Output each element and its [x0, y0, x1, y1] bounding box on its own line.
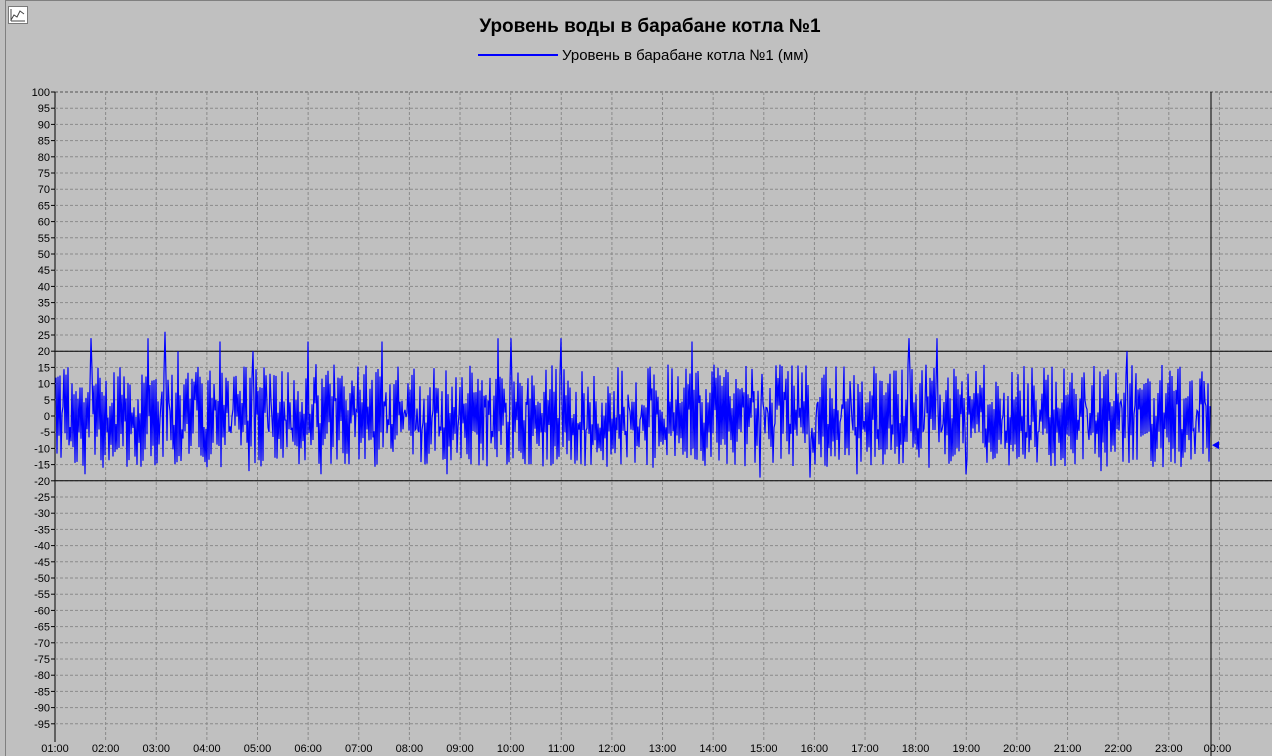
y-tick-label: 60 [38, 217, 50, 229]
y-tick-label: -55 [34, 589, 50, 601]
x-tick-label: 13:00 [649, 743, 677, 755]
y-tick-label: -25 [34, 492, 50, 504]
chart-settings-icon[interactable] [8, 6, 28, 24]
y-tick-label: -5 [40, 427, 50, 439]
x-tick-label: 03:00 [142, 743, 170, 755]
y-tick-label: -80 [34, 670, 50, 682]
x-tick-label: 12:00 [598, 743, 626, 755]
y-tick-label: 50 [38, 249, 50, 261]
y-tick-label: 15 [38, 362, 50, 374]
y-tick-label: -70 [34, 638, 50, 650]
x-tick-label: 11:00 [548, 743, 575, 755]
y-tick-label: 95 [38, 103, 50, 115]
y-tick-label: -60 [34, 605, 50, 617]
y-tick-label: 80 [38, 152, 50, 164]
y-tick-label: 45 [38, 265, 50, 277]
y-tick-label: 30 [38, 314, 50, 326]
chart-window [5, 0, 1272, 756]
chart-title: Уровень воды в барабане котла №1 [479, 16, 821, 37]
x-tick-label: 18:00 [902, 743, 930, 755]
y-tick-label: -15 [34, 460, 50, 472]
x-tick-label: 10:00 [497, 743, 525, 755]
y-tick-label: -40 [34, 541, 50, 553]
y-tick-label: -10 [34, 443, 50, 455]
legend-swatch [478, 54, 558, 56]
x-tick-label: 04:00 [193, 743, 221, 755]
x-tick-label: 05:00 [244, 743, 272, 755]
y-tick-label: 40 [38, 281, 50, 293]
y-tick-label: -65 [34, 622, 50, 634]
y-tick-label: -20 [34, 476, 50, 488]
y-tick-label: -30 [34, 508, 50, 520]
current-value-marker [1212, 441, 1219, 450]
y-tick-label: -90 [34, 703, 50, 715]
y-tick-label: 5 [44, 395, 50, 407]
y-tick-label: 20 [38, 346, 50, 358]
x-tick-label: 08:00 [396, 743, 424, 755]
y-tick-label: -45 [34, 557, 50, 569]
x-tick-label: 00:00 [1204, 743, 1232, 755]
x-tick-label: 02:00 [92, 743, 120, 755]
y-tick-label: 10 [38, 379, 50, 391]
x-tick-label: 15:00 [750, 743, 778, 755]
y-tick-label: 70 [38, 184, 50, 196]
x-tick-label: 09:00 [446, 743, 474, 755]
x-tick-label: 06:00 [294, 743, 322, 755]
x-tick-label: 14:00 [699, 743, 727, 755]
y-tick-label: -75 [34, 654, 50, 666]
y-tick-label: 65 [38, 200, 50, 212]
x-tick-label: 17:00 [851, 743, 879, 755]
x-tick-label: 16:00 [801, 743, 829, 755]
x-tick-label: 21:00 [1054, 743, 1082, 755]
y-tick-label: -35 [34, 524, 50, 536]
y-tick-label: 85 [38, 136, 50, 148]
y-tick-label: 100 [32, 87, 50, 99]
y-tick-label: 35 [38, 298, 50, 310]
y-tick-label: -95 [34, 719, 50, 731]
y-tick-label: 25 [38, 330, 50, 342]
y-tick-label: 90 [38, 119, 50, 131]
y-tick-label: 0 [44, 411, 50, 423]
x-tick-label: 20:00 [1003, 743, 1031, 755]
x-tick-label: 19:00 [953, 743, 981, 755]
y-tick-label: 55 [38, 233, 50, 245]
y-tick-label: 75 [38, 168, 50, 180]
x-tick-label: 07:00 [345, 743, 373, 755]
series-line [55, 331, 1211, 478]
x-tick-label: 22:00 [1104, 743, 1132, 755]
legend-series-label: Уровень в барабане котла №1 (мм) [562, 46, 809, 64]
x-tick-label: 23:00 [1155, 743, 1183, 755]
y-tick-label: -85 [34, 686, 50, 698]
y-tick-label: -50 [34, 573, 50, 585]
x-tick-label: 01:00 [41, 743, 69, 755]
legend: Уровень в барабане котла №1 (мм) [478, 45, 809, 65]
